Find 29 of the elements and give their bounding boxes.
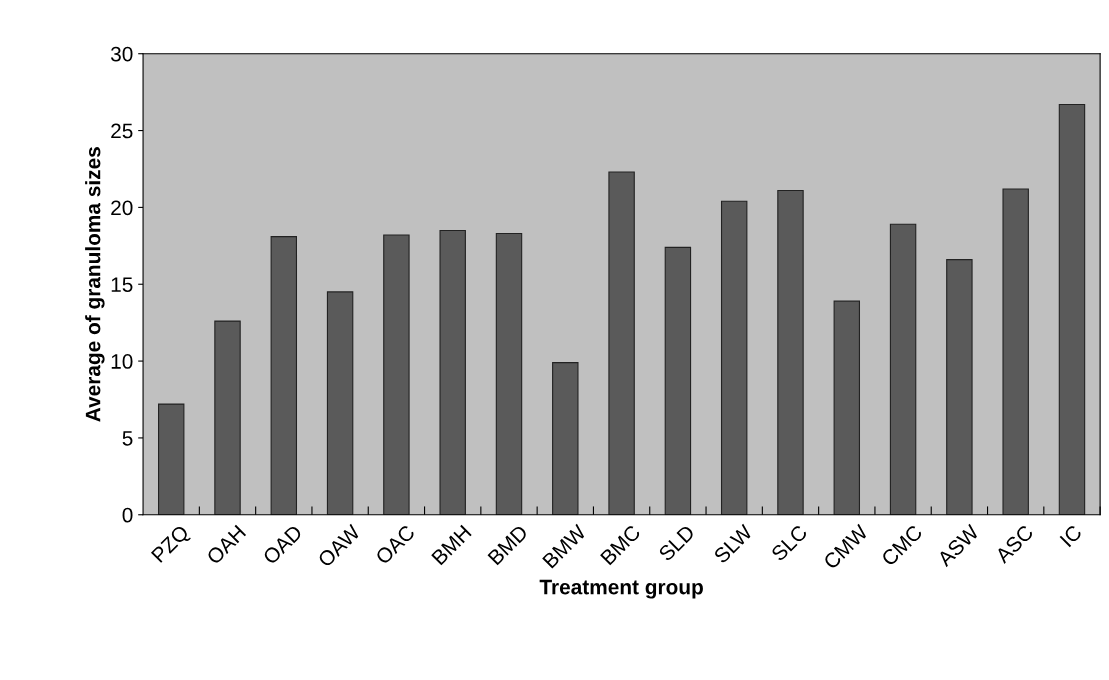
x-tick-label: SLD — [657, 524, 696, 562]
bar — [720, 200, 748, 515]
bar — [889, 223, 917, 515]
y-tick-label: 20 — [111, 200, 133, 216]
y-tick-label: 30 — [110, 46, 133, 62]
bar — [326, 291, 354, 515]
y-tick-label: 0 — [122, 507, 133, 523]
bar — [270, 236, 298, 515]
x-axis-title: Treatment group — [539, 579, 703, 599]
x-tick-label: SLC — [770, 524, 809, 562]
bar — [833, 300, 861, 515]
bar — [439, 229, 466, 515]
y-tick-label: 15 — [111, 277, 133, 292]
bar — [1002, 188, 1029, 515]
bar — [157, 403, 185, 515]
x-tick-label: IC — [1059, 524, 1083, 548]
bar — [1058, 103, 1086, 515]
y-tick-label: 10 — [111, 354, 133, 369]
y-tick-label: 5 — [122, 431, 133, 446]
bar — [946, 259, 973, 515]
y-tick-label: 25 — [111, 123, 133, 139]
bar — [777, 189, 804, 515]
bar — [608, 171, 635, 515]
bar — [552, 362, 579, 515]
bar — [383, 234, 410, 515]
bar — [495, 232, 523, 515]
bar — [214, 320, 241, 515]
y-axis-title: Average of granuloma sizes — [85, 147, 105, 422]
bar — [664, 246, 692, 515]
